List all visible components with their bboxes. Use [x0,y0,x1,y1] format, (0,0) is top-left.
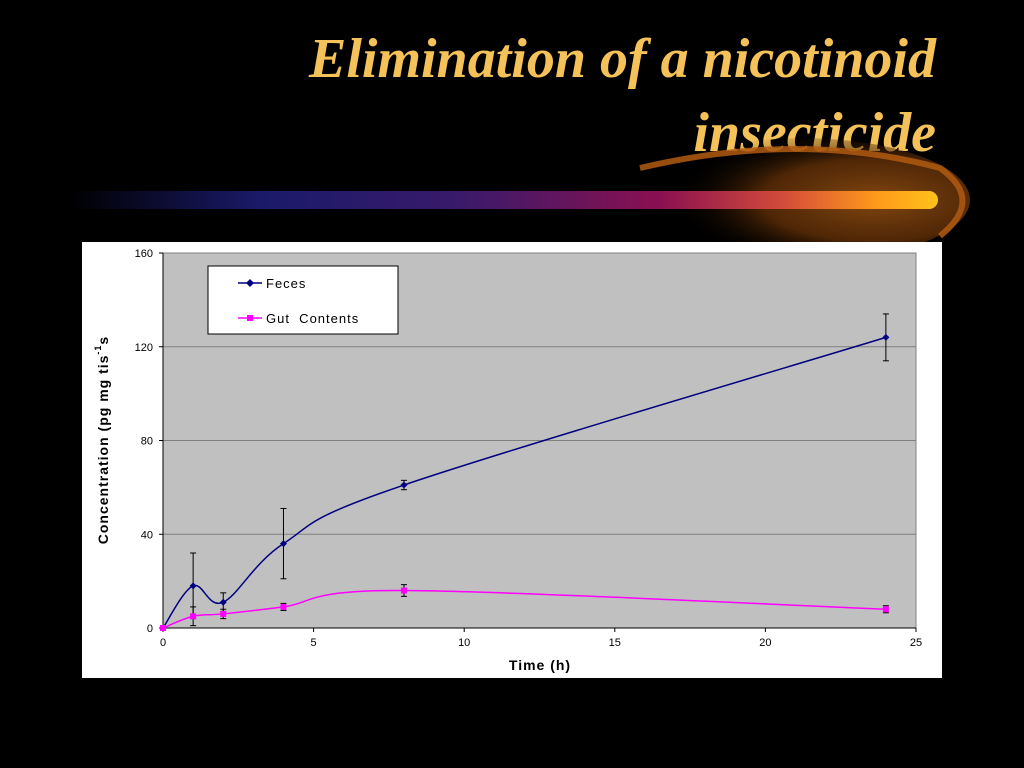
x-axis-title: Time (h) [509,657,571,673]
x-tick-label: 10 [458,637,470,649]
legend-box [207,265,399,335]
y-tick-label: 120 [135,342,153,354]
data-point-feces [189,582,197,590]
y-tick-label: 80 [141,436,153,448]
data-point-gut-contents [882,606,889,613]
x-tick-label: 25 [910,637,922,649]
slide-title-line-2: insecticide [693,102,936,164]
y-axis-title: Concentration (pg mg tis [95,355,111,545]
x-tick-label: 0 [160,637,166,649]
data-point-gut-contents [220,610,227,617]
chart-svg: 0 40 80 120 160 0 5 10 15 20 25 Feces Gut Contents… [93,248,922,673]
legend-gut-label: Gut Contents [266,311,359,326]
svg-text:Concentration (pg mg tis-1s: Concentration (pg mg tis-1s [93,336,111,544]
slide-title: Elimination of a nicotinoid insecticide [136,22,936,170]
legend: Feces Gut Contents [207,265,399,335]
y-axis-title-group: Concentration (pg mg tis-1s [93,336,111,544]
series-gut-contents [160,584,889,631]
axes: 0 40 80 120 160 0 5 10 15 20 25 [135,248,922,649]
data-point-feces [279,540,287,548]
x-tick-label: 15 [609,637,621,649]
y-tick-label: 160 [135,248,153,260]
y-tick-label: 0 [147,623,153,635]
slide-title-line-1: Elimination of a nicotinoid [308,28,936,90]
data-point-gut-contents [160,625,166,631]
series [159,313,890,632]
y-axis-title-end: s [95,336,111,345]
data-point-feces [219,598,227,606]
chart-panel: 0 40 80 120 160 0 5 10 15 20 25 Feces Gut Contents… [82,242,942,678]
y-tick-label: 40 [141,529,153,541]
data-point-feces [400,481,408,489]
data-point-gut-contents [400,587,407,594]
x-tick-label: 5 [311,637,317,649]
legend-feces-marker [246,279,254,287]
data-point-gut-contents [190,613,197,620]
y-axis-title-superscript: -1 [93,345,103,355]
legend-feces-label: Feces [266,276,306,291]
data-point-feces [882,333,890,341]
data-point-gut-contents [280,603,287,610]
legend-gut-marker [247,315,253,321]
decorative-color-bar [70,191,938,209]
series-line-feces [162,336,887,629]
x-tick-label: 20 [759,637,771,649]
gridlines [163,252,916,535]
